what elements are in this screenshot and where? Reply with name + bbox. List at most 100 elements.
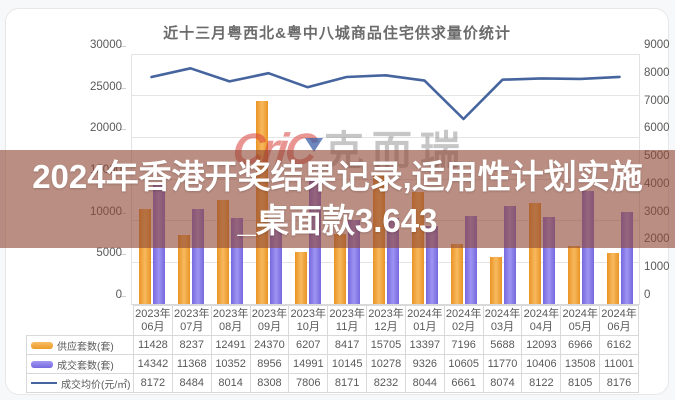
- y-axis-label-left: 5000: [96, 247, 122, 260]
- x-axis-label: 2023年 12月: [366, 305, 406, 336]
- deal-legend-swatch: [31, 360, 53, 368]
- table-cell: 8232: [366, 373, 406, 393]
- y-axis-label-right: 6000: [644, 122, 670, 135]
- legend-cell: 成交套数(套): [26, 354, 134, 374]
- supply-bar: [177, 235, 190, 304]
- table-cell: 8171: [327, 373, 368, 393]
- legend-cell: 成交均价(元/㎡): [26, 373, 134, 393]
- table-cell: 6207: [288, 335, 329, 355]
- y-axis-label-right: 8000: [644, 66, 670, 79]
- table-cell: 11428: [133, 335, 173, 355]
- table-cell: 10352: [210, 354, 251, 374]
- table-cell: 5688: [482, 335, 523, 355]
- table-cell: 8417: [327, 335, 368, 355]
- y-axis-label-right: 9000: [644, 39, 670, 51]
- x-axis-label: 2024年 03月: [482, 305, 523, 336]
- table-cell: 6162: [599, 335, 639, 355]
- x-axis-label: 2024年 06月: [599, 305, 639, 336]
- supply-bar: [489, 256, 502, 304]
- table-cell: 13508: [560, 354, 601, 374]
- supply-bar: [294, 252, 307, 304]
- gridline: [132, 53, 639, 55]
- left-axis-tick: [120, 254, 126, 256]
- supply-bar: [606, 252, 619, 304]
- x-axis-header-row: 2023年 06月 2023年 07月 2023年 08月 2023年 09月 2023年 10月…: [27, 305, 639, 336]
- x-axis-label: 2024年 04月: [521, 305, 562, 336]
- table-cell: 6661: [443, 373, 484, 393]
- gridline: [132, 95, 639, 97]
- table-cell: 8956: [249, 354, 290, 374]
- price-legend-swatch: [31, 381, 57, 385]
- table-cell: 8014: [210, 373, 251, 393]
- table-cell: 24370: [249, 335, 290, 355]
- table-cell: 8122: [521, 373, 562, 393]
- table-cell: 13397: [404, 335, 445, 355]
- table-row: 成交套数(套) 14342 11368 10352 8956 14991 10145 1027…: [26, 354, 639, 374]
- table-cell: 8044: [404, 373, 445, 393]
- table-row: 成交均价(元/㎡) 8172 8484 8014 8308 7806 8171 8232 804…: [26, 373, 639, 393]
- supply-bar: [450, 244, 463, 304]
- table-cell: 8308: [249, 373, 290, 393]
- table-row: 供应套数(套) 11428 8237 12491 24370 6207 8417 15705 1…: [26, 335, 639, 355]
- table-cell: 10278: [366, 354, 406, 374]
- y-axis-label-left: 20000: [90, 122, 122, 135]
- y-axis-label-left: 0: [115, 289, 122, 301]
- data-table: 2023年 06月 2023年 07月 2023年 08月 2023年 09月 2023年 10月…: [26, 305, 639, 393]
- table-cell: 7806: [288, 373, 329, 393]
- chart-title: 近十三月粤西北&粤中八城商品住宅供求量价统计: [163, 25, 511, 42]
- table-cell: 8105: [560, 373, 601, 393]
- y-axis-label-right: 1000: [644, 261, 670, 274]
- left-axis-tick: [120, 296, 126, 297]
- table-cell: 6966: [560, 335, 601, 355]
- x-axis-label: 2023年 09月: [249, 305, 290, 336]
- x-axis-label: 2023年 07月: [171, 305, 212, 336]
- x-axis-label: 2023年 06月: [133, 305, 173, 336]
- x-axis-label: 2023年 10月: [288, 305, 329, 336]
- table-cell: 10406: [521, 354, 562, 374]
- left-axis-tick: [120, 46, 126, 47]
- left-axis-tick: [120, 129, 126, 131]
- supply-bar: [333, 233, 346, 304]
- table-cell: 8484: [171, 373, 212, 393]
- table-cell: 7196: [443, 335, 484, 355]
- table-cell: 10605: [443, 354, 484, 374]
- table-cell: 11770: [482, 354, 523, 374]
- table-cell: 8074: [482, 373, 523, 393]
- y-axis-label-left: 25000: [90, 80, 122, 93]
- table-cell: 14991: [288, 354, 329, 374]
- table-cell: 12093: [521, 335, 562, 355]
- y-axis-label-right: 0: [644, 289, 651, 301]
- table-cell: 9326: [404, 354, 445, 374]
- banner-line2: _桌面款3.643: [237, 202, 438, 239]
- x-axis-label: 2024年 02月: [443, 305, 484, 336]
- deal-bar: [269, 229, 282, 304]
- table-cell: 8237: [171, 335, 212, 355]
- x-axis-label: 2024年 05月: [560, 305, 601, 336]
- y-axis-label-right: 7000: [644, 94, 670, 107]
- table-cell: 15705: [366, 335, 406, 355]
- x-axis-label: 2023年 08月: [210, 305, 251, 336]
- x-axis-label: 2023年 11月: [327, 305, 368, 336]
- table-cell: 14342: [133, 354, 173, 374]
- legend-label: 成交均价(元/㎡): [61, 379, 131, 391]
- left-axis-tick: [120, 87, 126, 89]
- table-corner: [27, 306, 134, 336]
- y-axis-label-left: 30000: [90, 39, 122, 51]
- legend-label: 供应套数(套): [57, 341, 114, 353]
- gridline: [132, 261, 639, 263]
- table-cell: 10145: [327, 354, 368, 374]
- legend-cell: 供应套数(套): [26, 335, 134, 355]
- table-cell: 11368: [171, 354, 212, 374]
- supply-legend-swatch: [31, 341, 53, 349]
- x-axis-label: 2024年 01月: [404, 305, 445, 336]
- legend-label: 成交套数(套): [57, 360, 114, 372]
- gridline: [132, 136, 639, 138]
- overlay-banner-link[interactable]: 2024年香港开奖结果记录,适用性计划实施 _桌面款3.643: [0, 150, 675, 248]
- table-cell: 8176: [599, 373, 639, 393]
- table-cell: 12491: [210, 335, 251, 355]
- table-cell: 11001: [599, 354, 639, 374]
- banner-line1: 2024年香港开奖结果记录,适用性计划实施: [32, 158, 643, 195]
- table-cell: 8172: [133, 373, 173, 393]
- supply-bar: [567, 246, 580, 304]
- price-line-chart: [150, 67, 621, 121]
